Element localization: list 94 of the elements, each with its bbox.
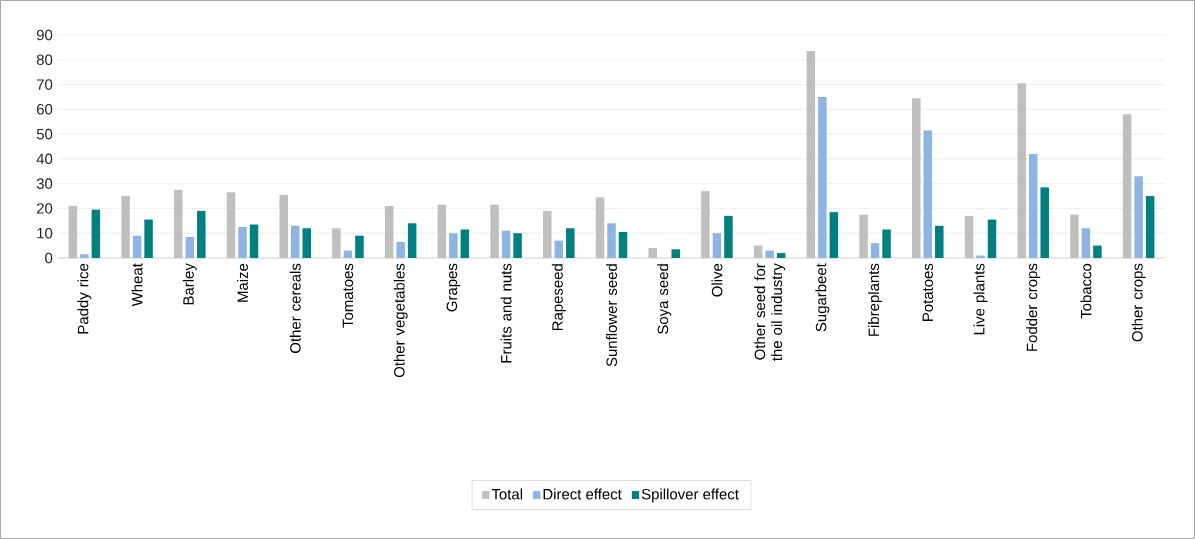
bar xyxy=(132,235,142,258)
x-tick-label: Olive xyxy=(711,263,723,297)
x-tick-label: Other cereals xyxy=(289,263,301,353)
x-tick-label: Other seed for the oil industry xyxy=(754,263,786,361)
bar xyxy=(724,215,733,258)
bar xyxy=(765,250,774,258)
bar xyxy=(1134,176,1143,258)
x-tick-label: Barley xyxy=(182,263,197,305)
bar xyxy=(776,253,786,258)
y-tick-label: 0 xyxy=(45,252,53,264)
bar xyxy=(1070,214,1079,258)
x-tick-label: Live plants xyxy=(973,263,988,335)
bar xyxy=(1028,153,1038,258)
bar xyxy=(121,196,130,258)
bar xyxy=(935,225,944,258)
bar xyxy=(449,233,458,258)
bar xyxy=(68,205,78,258)
x-tick-label: Tomatoes xyxy=(342,263,354,328)
bar xyxy=(964,215,974,258)
y-tick-label: 80 xyxy=(36,54,53,66)
x-tick-label: Other crops xyxy=(1131,263,1146,342)
bar xyxy=(554,240,564,258)
bar xyxy=(753,245,763,258)
y-tick-label: 30 xyxy=(36,178,53,189)
bar xyxy=(859,214,868,258)
x-tick-label: Fodder crops xyxy=(1026,263,1041,351)
bar xyxy=(91,209,101,258)
bar xyxy=(882,229,891,258)
bar xyxy=(197,210,206,258)
bar xyxy=(912,98,921,258)
y-tick-label: 40 xyxy=(36,153,53,165)
x-tick-label: Sugarbeet xyxy=(815,263,830,332)
bar xyxy=(249,224,259,258)
bar xyxy=(332,228,341,258)
bar xyxy=(437,204,447,258)
bar xyxy=(1093,245,1102,258)
x-tick-label: Rapeseed xyxy=(551,264,566,331)
x-tick-label: Sunflower seed xyxy=(606,264,617,367)
x-tick-label: Soya seed xyxy=(657,264,672,334)
bar xyxy=(513,233,522,258)
bar xyxy=(818,96,827,258)
bar xyxy=(1122,114,1132,258)
y-tick-label: 10 xyxy=(37,227,53,239)
bar xyxy=(829,212,839,258)
y-tick-label: 20 xyxy=(36,203,53,214)
bar xyxy=(987,219,997,258)
bar xyxy=(648,248,657,258)
legend-label: Spillover effect xyxy=(641,488,739,503)
bar xyxy=(302,228,311,258)
x-tick-label: Wheat xyxy=(131,263,143,307)
bar xyxy=(566,228,575,258)
bar xyxy=(279,194,288,258)
bar xyxy=(595,197,605,258)
bar xyxy=(712,233,722,258)
bar xyxy=(185,236,195,258)
bar xyxy=(607,223,616,258)
y-tick-label: 60 xyxy=(36,104,53,115)
bar xyxy=(238,227,247,258)
legend-label: Direct effect xyxy=(543,488,622,500)
x-tick-label: Fibreplants xyxy=(868,263,883,336)
bar xyxy=(1145,196,1155,258)
x-tick-label: Potatoes xyxy=(922,263,933,321)
bar xyxy=(226,192,236,258)
bar xyxy=(174,189,183,258)
y-tick-label: 90 xyxy=(36,29,53,41)
bar xyxy=(396,241,405,258)
legend-label: Total xyxy=(491,488,523,500)
y-tick-label: 70 xyxy=(36,79,53,90)
bar xyxy=(671,249,680,258)
bar xyxy=(501,230,511,258)
x-tick-label: Grapes xyxy=(446,263,461,312)
x-tick-label: Other vegetables xyxy=(393,263,408,378)
bar xyxy=(543,210,552,258)
bar xyxy=(806,51,816,258)
bar xyxy=(701,191,710,258)
x-tick-label: Maize xyxy=(237,263,248,302)
bar xyxy=(290,225,300,258)
x-tick-label: Paddy rice xyxy=(77,263,92,334)
bar xyxy=(1040,187,1049,258)
bar xyxy=(923,130,933,258)
x-tick-label: Fruits and nuts xyxy=(500,263,512,363)
bar xyxy=(490,204,499,258)
bar xyxy=(1081,228,1091,258)
y-tick-label: 50 xyxy=(36,128,53,140)
bar xyxy=(870,243,880,258)
bar xyxy=(1017,83,1026,258)
x-tick-label: Tobacco xyxy=(1080,263,1092,319)
bar xyxy=(384,205,394,258)
bar xyxy=(144,219,153,258)
bar xyxy=(618,231,628,258)
bar xyxy=(80,254,89,258)
bar xyxy=(460,229,470,258)
bar xyxy=(407,223,417,258)
bar xyxy=(355,235,364,258)
